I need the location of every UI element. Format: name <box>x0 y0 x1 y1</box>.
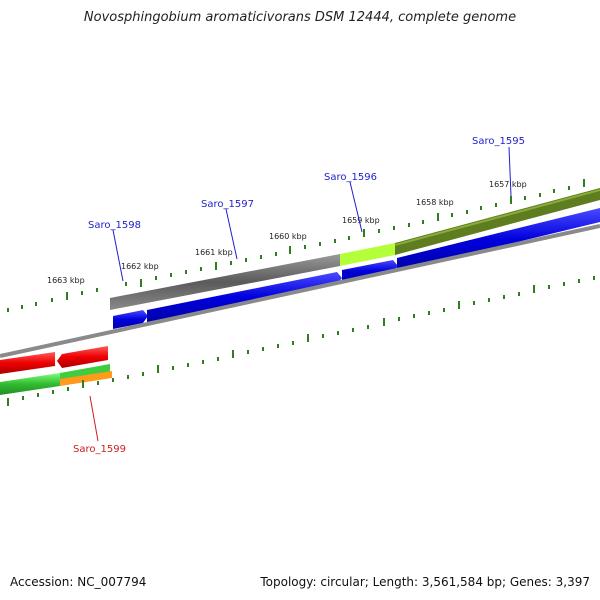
ruler-ticks-outer <box>7 179 585 312</box>
ruler-label: 1659 kbp <box>342 216 380 225</box>
accession-text: Accession: NC_007794 <box>10 575 147 589</box>
gene-leaders <box>89 146 512 442</box>
genome-summary-text: Topology: circular; Length: 3,561,584 bp… <box>260 575 590 589</box>
cds-reverse[interactable] <box>0 352 55 374</box>
cds-saro-1595[interactable] <box>397 208 600 271</box>
forward-cds-track[interactable] <box>113 208 600 329</box>
map-title: Novosphingobium aromaticivorans DSM 1244… <box>83 10 517 25</box>
cds-saro-1597[interactable] <box>147 272 342 322</box>
ruler-label: 1661 kbp <box>195 248 233 257</box>
cds-saro-1596[interactable] <box>342 260 398 282</box>
gene-labels: Saro_1595 Saro_1596 Saro_1597 Saro_1598 … <box>73 136 525 455</box>
ruler-label: 1663 kbp <box>47 276 85 285</box>
gene-label-saro-1596[interactable]: Saro_1596 <box>324 172 377 183</box>
ruler-labels: 1663 kbp 1662 kbp 1661 kbp 1660 kbp 1659… <box>47 180 527 285</box>
cds-saro-1598[interactable] <box>113 310 148 329</box>
reverse-cds-track[interactable] <box>0 346 108 374</box>
genome-backbone <box>0 224 600 358</box>
gene-label-saro-1597[interactable]: Saro_1597 <box>201 199 254 210</box>
gene-label-saro-1599[interactable]: Saro_1599 <box>73 444 126 455</box>
gc-track <box>110 188 600 310</box>
gene-label-saro-1595[interactable]: Saro_1595 <box>472 136 525 147</box>
ruler-label: 1657 kbp <box>489 180 527 189</box>
cds-saro-1599[interactable] <box>57 346 108 368</box>
ruler-label: 1662 kbp <box>121 262 159 271</box>
ruler-label: 1660 kbp <box>269 232 307 241</box>
ruler-ticks-inner <box>7 276 595 406</box>
gene-label-saro-1598[interactable]: Saro_1598 <box>88 220 141 231</box>
reverse-feature-track <box>0 364 112 395</box>
ruler-label: 1658 kbp <box>416 198 454 207</box>
